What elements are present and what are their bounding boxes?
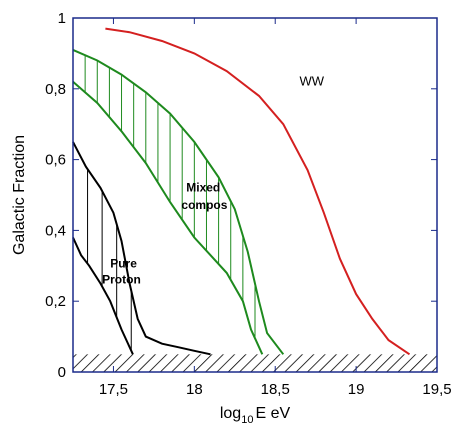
- y-axis-label: Galactic Fraction: [11, 135, 28, 255]
- y-tick-label-0,2: 0,2: [45, 293, 66, 310]
- y-tick-label-1: 1: [58, 10, 66, 27]
- x-tick-label-17,5: 17,5: [99, 381, 128, 398]
- series-lower-mixed-compos: [72, 80, 264, 355]
- series-lines: [72, 27, 411, 356]
- y-tick-label-0,4: 0,4: [45, 222, 66, 239]
- hatched-band-rect: [73, 354, 437, 372]
- band-verticals: [84, 55, 256, 351]
- axis-ticks: 17,5 18 18,5 19 19,5 0 0,2 0,4 0,6 0,8 1: [45, 10, 451, 398]
- x-axis-label-base: log: [220, 405, 241, 422]
- annotation-mixed2: compos: [181, 198, 227, 212]
- annotations: WW Mixed compos Pure Proton: [102, 73, 325, 286]
- annotation-mixed1: Mixed: [186, 180, 220, 194]
- x-tick-label-19: 19: [348, 381, 365, 398]
- x-axis-label-sub: 10: [241, 414, 253, 426]
- y-tick-label-0,6: 0,6: [45, 152, 66, 169]
- annotation-ww: WW: [299, 73, 324, 88]
- annotation-proton1: Pure: [110, 257, 137, 271]
- series-upper-pure-proton: [72, 141, 211, 356]
- x-axis-label-rest: E eV: [255, 405, 290, 422]
- x-tick-label-19,5: 19,5: [422, 381, 451, 398]
- series-line-ww: [105, 27, 411, 356]
- y-tick-label-0,8: 0,8: [45, 81, 66, 98]
- y-tick-label-0: 0: [58, 364, 66, 381]
- x-axis-label: log10 E eV: [220, 405, 291, 426]
- plot-frame: [72, 17, 438, 373]
- series-upper-mixed-compos: [72, 48, 285, 355]
- x-tick-label-18: 18: [186, 381, 203, 398]
- hatched-band: [73, 354, 437, 372]
- annotation-proton2: Proton: [102, 273, 141, 287]
- series-lower-pure-proton: [72, 237, 134, 355]
- x-tick-label-18,5: 18,5: [261, 381, 290, 398]
